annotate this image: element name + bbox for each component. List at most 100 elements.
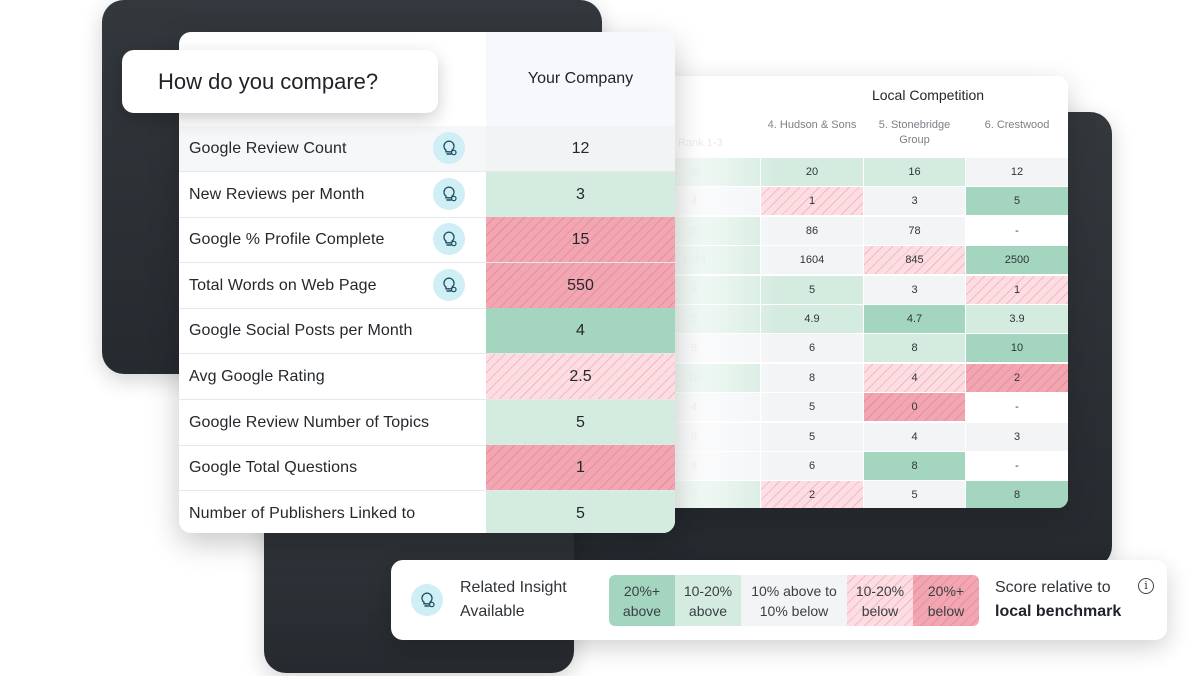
competitor-row: 25 20 16 12 [628, 158, 1068, 187]
competitor-value: - [966, 452, 1068, 480]
legend-scale-line1: 10-20% [855, 583, 905, 599]
metric-row: Google Total Questions 1 [179, 445, 675, 492]
your-company-value: 3 [486, 171, 675, 217]
legend-insight-text: Related Insight Available [460, 576, 600, 624]
legend-scale-line2: above [622, 603, 662, 619]
legend-scale-line2: below [927, 603, 965, 619]
competitor-column-header: 5. Stonebridge Group [878, 119, 951, 146]
metric-row: Google % Profile Complete 15 [179, 217, 675, 264]
competitor-column-header: 6. Crestwood [984, 119, 1050, 131]
insight-icon [411, 584, 443, 616]
metric-row: Avg Google Rating 2.5 [179, 354, 675, 400]
competitor-row: 16 8 4 2 [628, 363, 1068, 393]
legend-scale-item: 20%+ above [609, 575, 675, 626]
metric-row: Google Social Posts per Month 4 [179, 308, 675, 355]
metric-row: New Reviews per Month 3 [179, 171, 675, 218]
competitor-value: 78 [864, 216, 965, 245]
your-company-value: 5 [486, 399, 675, 445]
competitor-value: 86 [761, 216, 863, 245]
comparison-panel: Your Company Google Review Count 12 New Re… [179, 32, 675, 533]
insight-icon[interactable] [433, 177, 465, 210]
metric-label: Total Words on Web Page [189, 276, 377, 294]
competitor-value: 5 [761, 275, 863, 304]
your-company-value: 15 [486, 217, 675, 263]
local-competition-title: Local Competition [871, 87, 985, 103]
competitor-value: 1 [966, 275, 1068, 304]
competitor-value: 2 [966, 363, 1068, 392]
metric-row: Google Review Count 12 [179, 126, 675, 172]
local-competition-panel: Local Competition Rank 1-3 4. Hudson & So… [628, 76, 1068, 508]
competitor-row: 5 4.9 4.7 3.9 [628, 305, 1068, 334]
competitor-value: 3 [966, 422, 1068, 451]
your-company-value: 12 [486, 126, 675, 171]
your-company-value: 4 [486, 308, 675, 354]
page-title: How do you compare? [158, 69, 379, 94]
competitor-value: 2 [761, 481, 863, 508]
competitor-column-header: 4. Hudson & Sons [767, 119, 857, 131]
competitor-value: 1 [761, 187, 863, 216]
competitor-value: 3 [864, 275, 965, 304]
competitor-value: 4 [864, 422, 965, 451]
competition-column-headers: Rank 1-3 4. Hudson & Sons 5. Stonebridge G… [628, 114, 1068, 156]
your-company-value: 5 [486, 490, 675, 533]
competitor-value: 6 [761, 452, 863, 480]
your-company-header: Your Company [486, 32, 675, 126]
competitor-value: 16 [864, 158, 965, 186]
insight-icon[interactable] [433, 223, 465, 256]
competitor-value: 4 [864, 363, 965, 392]
competitor-value: 5 [761, 393, 863, 422]
competitor-value: 3.9 [966, 305, 1068, 333]
competitor-value: 5 [966, 187, 1068, 216]
legend-score-line2: local benchmark [995, 603, 1122, 620]
legend-scale-line2: below [861, 603, 899, 619]
legend-scale-line1: 20%+ [927, 583, 965, 599]
metric-label: Google Total Questions [189, 459, 358, 477]
legend-scale-item: 10-20% above [675, 575, 741, 626]
competitor-value: 6 [761, 334, 863, 363]
info-icon[interactable]: i [1138, 578, 1154, 594]
legend-scale-line2: above [688, 603, 728, 619]
competitor-value: 4.7 [864, 305, 965, 333]
competitor-value: 12 [966, 158, 1068, 186]
legend-scale-line1: 10-20% [683, 583, 733, 599]
metric-label: Google Social Posts per Month [189, 322, 413, 340]
metric-label: New Reviews per Month [189, 185, 365, 203]
competitor-value: 10 [966, 334, 1068, 363]
competitor-value: - [966, 393, 1068, 422]
competitor-value: 5 [864, 481, 965, 508]
legend-insight-line1: Related Insight [460, 579, 567, 596]
metric-row: Google Review Number of Topics 5 [179, 399, 675, 446]
competitor-row: 6 6 8 10 [628, 334, 1068, 363]
competitor-value: 8 [864, 452, 965, 480]
legend-scale-line1: 20%+ [623, 583, 661, 599]
competitor-value: - [966, 216, 1068, 245]
insight-icon[interactable] [433, 132, 465, 164]
legend-scale-line1: 10% above to [751, 583, 837, 599]
competitor-value: 2500 [966, 246, 1068, 275]
legend-bar: Related Insight Available 20%+ above 10-20… [391, 560, 1167, 640]
legend-score-line1: Score relative to [995, 579, 1111, 596]
metric-row: Total Words on Web Page 550 [179, 262, 675, 309]
competitor-value: 5 [761, 422, 863, 451]
metric-label: Google Review Count [189, 140, 347, 157]
legend-scale-item: 10% above to 10% below [741, 575, 847, 626]
metric-label: Number of Publishers Linked to [189, 504, 416, 522]
competitor-value: 845 [864, 246, 965, 275]
legend-scale-item: 10-20% below [847, 575, 913, 626]
metric-label: Google % Profile Complete [189, 231, 385, 249]
competitor-value: 8 [966, 481, 1068, 508]
competitor-value: 8 [761, 363, 863, 392]
competitor-row: 1879 1604 845 2500 [628, 246, 1068, 275]
legend-insight-line2: Available [460, 603, 525, 620]
your-company-value: 2.5 [486, 354, 675, 399]
competitor-value: 0 [864, 393, 965, 422]
competitor-row: 95 86 78- [628, 216, 1068, 246]
competitor-value: 1604 [761, 246, 863, 275]
your-company-label: Your Company [527, 70, 634, 87]
insight-icon[interactable] [433, 268, 465, 301]
